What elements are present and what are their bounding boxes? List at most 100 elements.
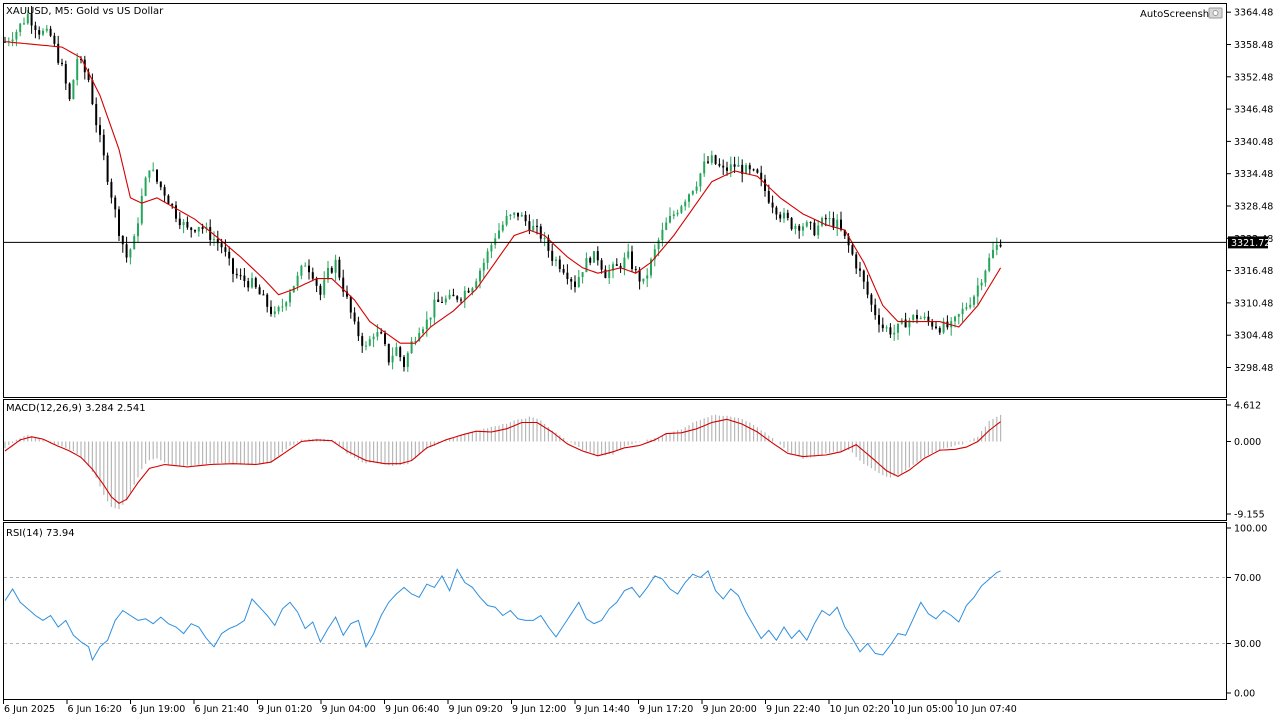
- candle-body: [764, 179, 766, 191]
- candle-body: [976, 285, 979, 297]
- candle-body: [699, 173, 702, 187]
- candle-body: [429, 317, 432, 320]
- candle-body: [118, 209, 120, 236]
- candle-body: [23, 23, 25, 25]
- price-pane[interactable]: [3, 3, 1227, 398]
- candle-body: [878, 315, 880, 325]
- price-tick-label: 3364.48: [1234, 8, 1273, 19]
- macd-pane[interactable]: [3, 399, 1227, 521]
- candle-body: [361, 336, 364, 346]
- candle-body: [889, 327, 892, 335]
- candle-body: [612, 264, 614, 271]
- candle-body: [353, 312, 356, 322]
- candle-body: [923, 316, 926, 319]
- candle-body: [285, 302, 288, 307]
- candle-body: [528, 221, 531, 231]
- candle-body: [368, 339, 371, 346]
- candle-body: [228, 251, 231, 259]
- camera-icon: [1208, 7, 1223, 19]
- rsi-pane[interactable]: [3, 522, 1227, 700]
- candle-body: [566, 272, 569, 280]
- candle-body: [897, 323, 899, 333]
- candle-body: [42, 30, 44, 35]
- candle-body: [30, 14, 33, 26]
- candle-body: [68, 83, 71, 100]
- candle-body: [604, 269, 607, 279]
- candle-body: [938, 328, 941, 333]
- time-tick-label: 6 Jun 21:40: [195, 704, 249, 715]
- candle-body: [570, 279, 573, 282]
- candle-body: [216, 239, 219, 244]
- candle-body: [463, 290, 466, 300]
- candle-body: [342, 277, 345, 292]
- candle-body: [999, 244, 1002, 247]
- candle-body: [167, 195, 170, 204]
- candle-body: [289, 292, 291, 303]
- time-tick-label: 6 Jun 19:00: [131, 704, 185, 715]
- time-tick-label: 9 Jun 01:20: [258, 704, 312, 715]
- candle-body: [95, 104, 98, 126]
- candle-body: [859, 268, 861, 271]
- candle-body: [121, 235, 124, 245]
- candle-body: [213, 239, 215, 241]
- candle-body: [490, 244, 493, 252]
- candle-body: [479, 270, 481, 282]
- candle-body: [809, 222, 812, 224]
- candle-body: [410, 341, 413, 354]
- candle-body: [585, 258, 588, 273]
- candle-body: [562, 269, 565, 273]
- price-tick-label: 3316.48: [1234, 266, 1273, 277]
- candle-body: [224, 247, 227, 252]
- candle-body: [790, 218, 793, 230]
- candle-body: [532, 225, 535, 231]
- candle-body: [418, 332, 421, 342]
- candle-body: [201, 227, 204, 230]
- candle-body: [824, 217, 827, 220]
- candle-body: [756, 169, 759, 173]
- candle-body: [395, 347, 398, 356]
- candle-body: [733, 164, 736, 167]
- candle-body: [91, 79, 94, 105]
- candle-body: [110, 181, 113, 198]
- candle-body: [577, 277, 580, 288]
- candle-body: [372, 336, 375, 340]
- candle-body: [437, 299, 440, 302]
- candle-body: [467, 290, 470, 293]
- candle-body: [798, 225, 801, 231]
- candle-body: [558, 259, 561, 270]
- candle-body: [501, 224, 504, 231]
- candle-body: [444, 298, 447, 303]
- candle-body: [441, 301, 443, 303]
- candle-body: [718, 163, 721, 166]
- price-tick-label: 3358.48: [1234, 40, 1273, 51]
- candle-body: [26, 14, 29, 24]
- candle-body: [821, 217, 823, 226]
- candle-body: [965, 307, 968, 309]
- candle-body: [836, 219, 839, 228]
- time-tick-label: 9 Jun 22:40: [766, 704, 820, 715]
- candle-body: [665, 222, 668, 230]
- candle-body: [304, 265, 307, 267]
- candle-body: [638, 269, 641, 282]
- candle-body: [729, 164, 732, 171]
- candle-body: [946, 321, 949, 328]
- candle-body: [517, 212, 519, 217]
- price-tick-label: 3304.48: [1234, 331, 1273, 342]
- candle-body: [931, 321, 934, 327]
- candle-body: [178, 218, 181, 226]
- candle-body: [600, 260, 603, 270]
- time-tick-label: 10 Jun 07:40: [957, 704, 1017, 715]
- candle-body: [277, 306, 280, 312]
- candle-body: [498, 230, 500, 239]
- candle-body: [885, 327, 888, 329]
- candle-body: [448, 294, 451, 299]
- candle-body: [775, 207, 778, 215]
- candle-body: [296, 275, 299, 286]
- time-tick-label: 9 Jun 06:40: [385, 704, 439, 715]
- candle-body: [805, 222, 808, 227]
- candle-body: [182, 221, 185, 226]
- candle-body: [691, 190, 694, 195]
- rsi-title: RSI(14) 73.94: [6, 528, 75, 539]
- rsi-tick-label: 30.00: [1234, 639, 1261, 650]
